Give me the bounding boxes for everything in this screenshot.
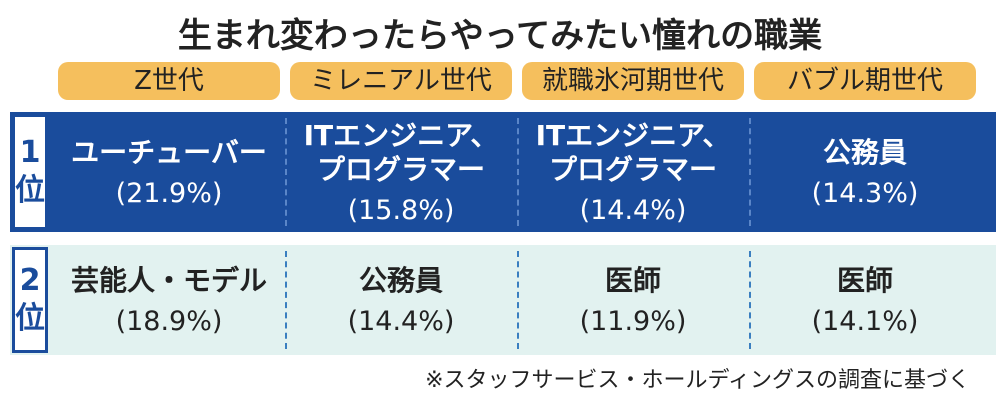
share-text: (18.9%) xyxy=(115,305,223,337)
column-header: 就職氷河期世代 xyxy=(522,62,744,100)
divider xyxy=(749,251,751,349)
table-cell: ITエンジニア、 プログラマー (14.4%) xyxy=(518,112,748,232)
table-cell: ユーチューバー (21.9%) xyxy=(54,112,284,232)
title: 生まれ変わったらやってみたい憧れの職業 xyxy=(177,16,823,56)
rank-label: 1位 xyxy=(12,114,48,230)
column-header: ミレニアル世代 xyxy=(290,62,512,100)
job-name: 芸能人・モデル xyxy=(70,263,267,297)
table-cell: 公務員 (14.3%) xyxy=(750,112,980,232)
rank-label: 2位 xyxy=(12,247,48,353)
job-name: 医師 xyxy=(604,263,661,297)
row-band xyxy=(10,245,996,355)
table-cell: 芸能人・モデル (18.9%) xyxy=(54,245,284,355)
divider xyxy=(285,251,287,349)
share-text: (14.4%) xyxy=(579,194,687,226)
row-band xyxy=(10,112,996,232)
column-header: Z世代 xyxy=(58,62,280,100)
job-name: ユーチューバー xyxy=(71,135,267,169)
divider xyxy=(285,118,287,226)
job-name: ITエンジニア、 プログラマー xyxy=(535,118,731,186)
divider xyxy=(517,118,519,226)
share-text: (15.8%) xyxy=(347,194,455,226)
table-cell: 公務員 (14.4%) xyxy=(286,245,516,355)
share-text: (14.3%) xyxy=(811,177,919,209)
table-cell: 医師 (11.9%) xyxy=(518,245,748,355)
column-header: バブル期世代 xyxy=(754,62,976,100)
share-text: (11.9%) xyxy=(579,305,687,337)
job-name: 公務員 xyxy=(358,263,443,297)
footnote: ※スタッフサービス・ホールディングスの調査に基づく xyxy=(425,368,970,393)
job-name: 公務員 xyxy=(822,135,907,169)
divider xyxy=(517,251,519,349)
share-text: (21.9%) xyxy=(115,177,223,209)
divider xyxy=(749,118,751,226)
share-text: (14.1%) xyxy=(811,305,919,337)
share-text: (14.4%) xyxy=(347,305,455,337)
table-cell: 医師 (14.1%) xyxy=(750,245,980,355)
job-name: ITエンジニア、 プログラマー xyxy=(303,118,499,186)
job-name: 医師 xyxy=(836,263,893,297)
table-cell: ITエンジニア、 プログラマー (15.8%) xyxy=(286,112,516,232)
